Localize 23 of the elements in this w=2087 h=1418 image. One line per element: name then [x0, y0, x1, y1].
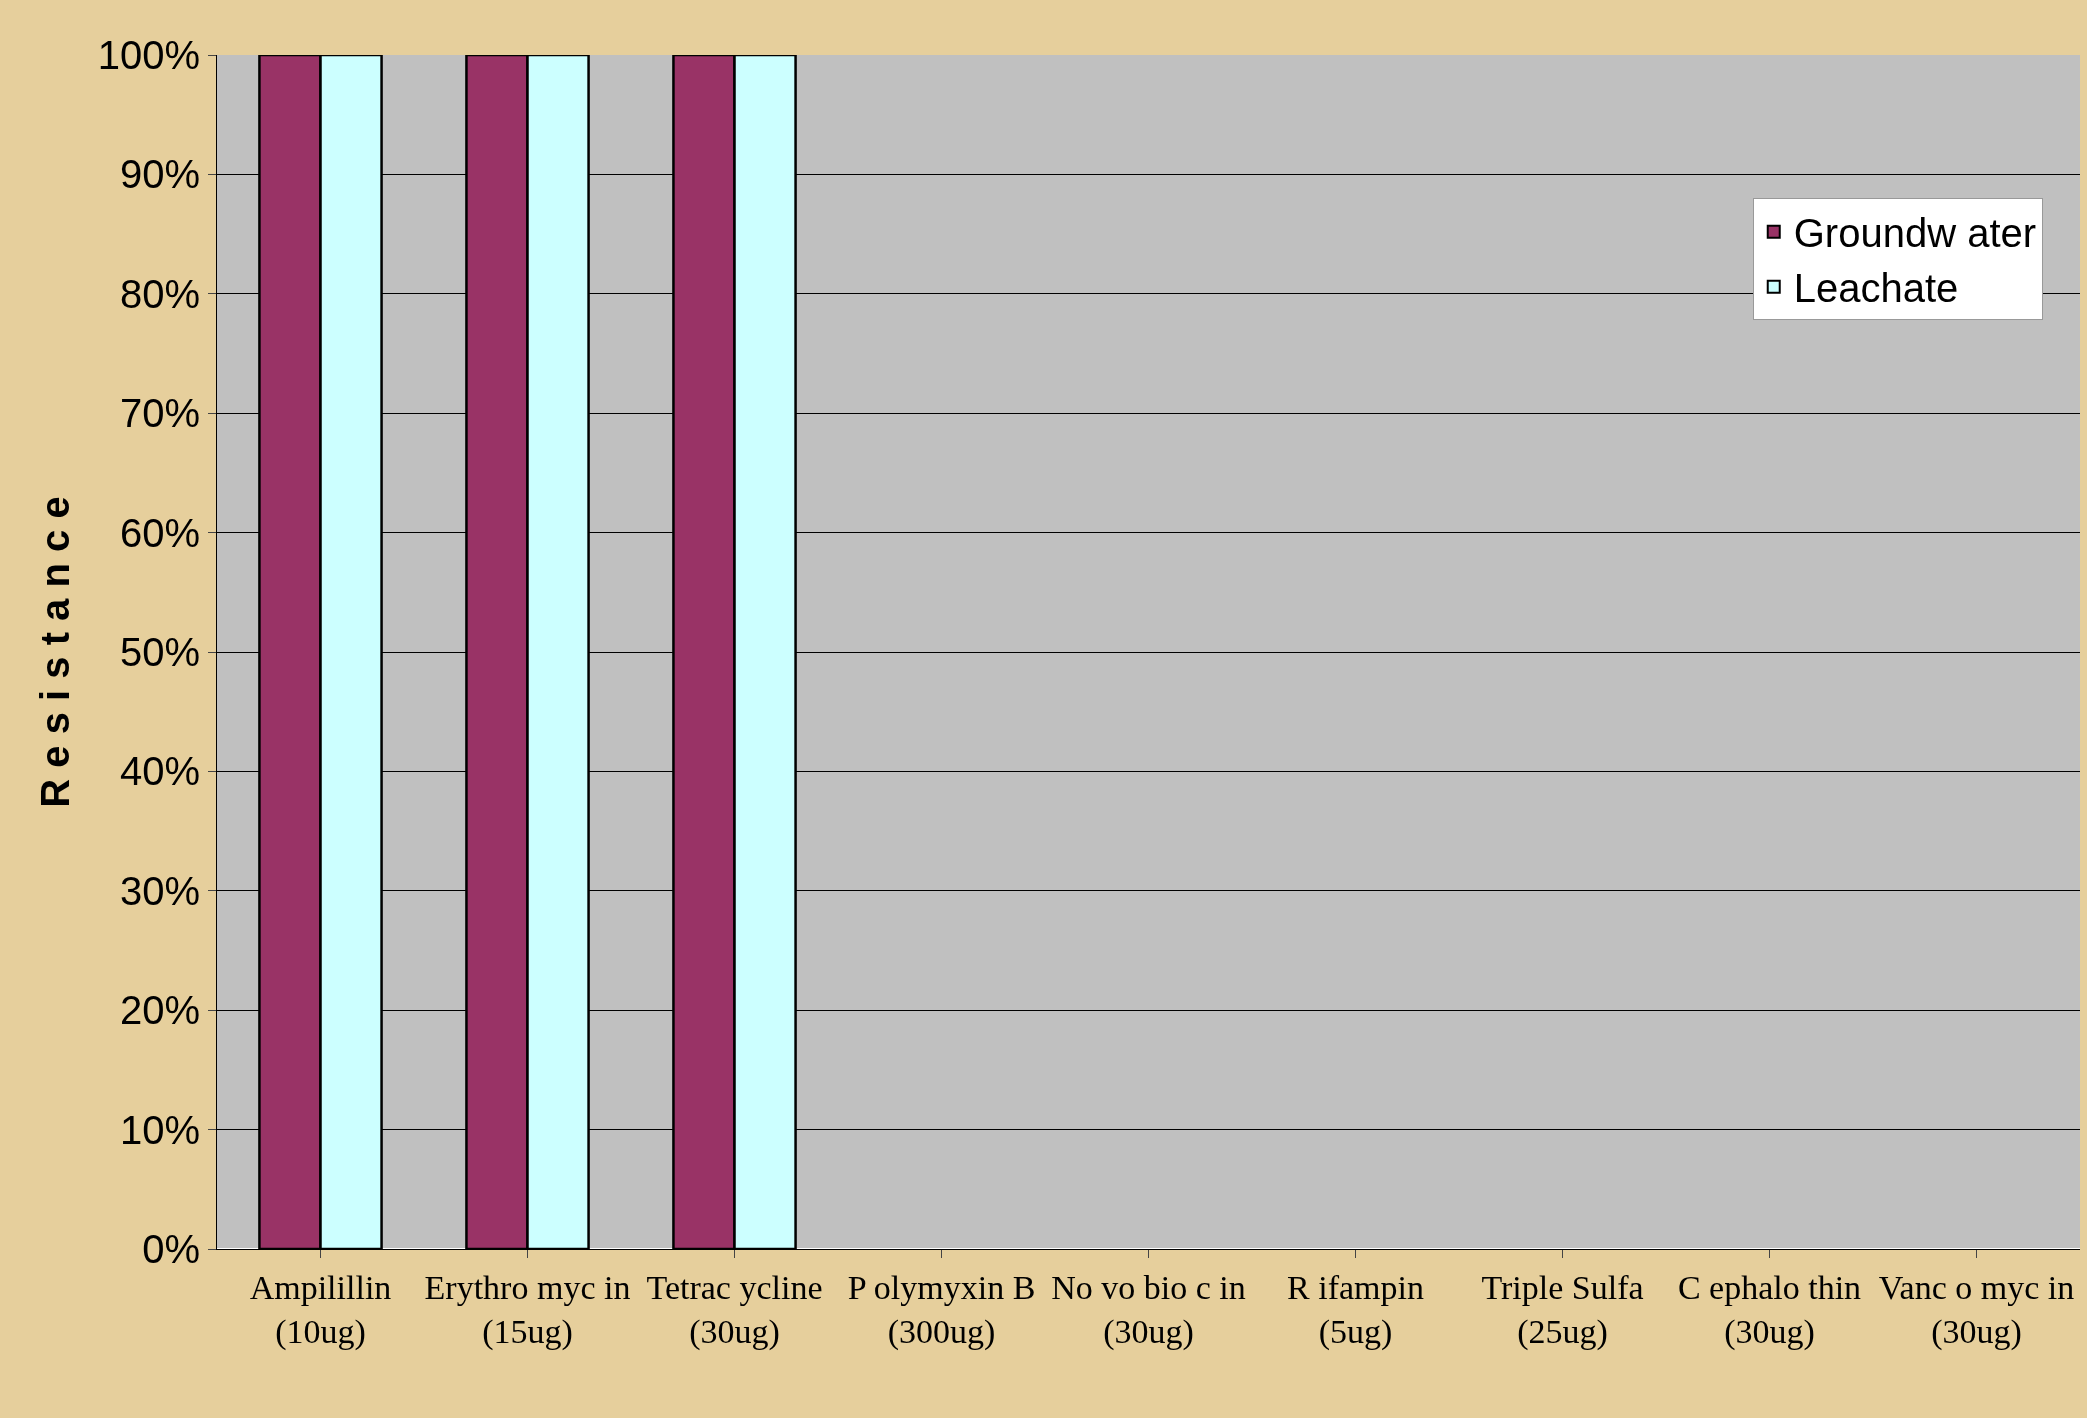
y-tick-label: 30% [119, 868, 200, 913]
x-tick-label: P olymyxin B (300ug) [847, 1268, 1036, 1351]
y-tick-label: 40% [119, 749, 200, 794]
x-tick-label: C ephalo thin (30ug) [1677, 1268, 1862, 1351]
y-tick-label: 50% [119, 630, 200, 674]
y-tick-label: 60% [119, 510, 200, 555]
x-tick-label: Erythro myc in (15ug) [424, 1268, 631, 1351]
y-tick-label: 0% [142, 1227, 200, 1271]
y-tick-label: 20% [119, 988, 200, 1033]
x-tick-label: Ampilillin (10ug) [249, 1268, 392, 1351]
y-tick-label: 100% [97, 33, 200, 77]
y-tick-label: 10% [119, 1107, 200, 1152]
y-axis-title: R e s i s t a n c e [33, 496, 78, 808]
x-tick-label: Vanc o myc in (30ug) [1878, 1268, 2075, 1351]
y-tick-label: 80% [119, 271, 200, 316]
y-tick-label: 90% [119, 152, 200, 197]
x-tick-label: Tetrac ycline (30ug) [646, 1268, 823, 1351]
x-tick-label: No vo bio c in (30ug) [1051, 1268, 1246, 1351]
x-tick-label: R ifampin (5ug) [1287, 1268, 1424, 1351]
legend-label: Leachate [1793, 266, 1959, 311]
y-tick-label: 70% [119, 391, 200, 436]
x-tick-label: Triple Sulfa (25ug) [1481, 1268, 1644, 1351]
legend-label: Groundw ater [1793, 211, 2037, 256]
